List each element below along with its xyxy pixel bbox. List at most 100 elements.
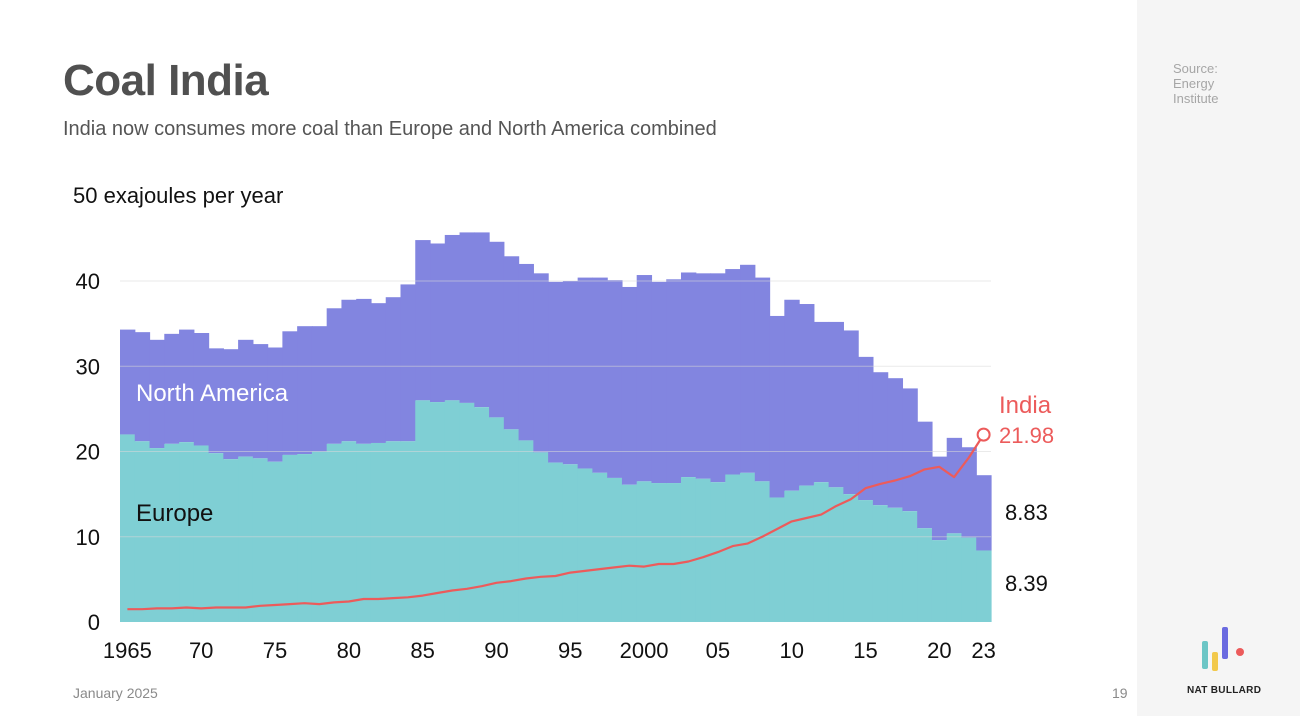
page-subtitle: India now consumes more coal than Europe… (63, 118, 717, 140)
footer-date: January 2025 (73, 685, 158, 701)
north-america-bar (311, 326, 328, 452)
europe-bar (415, 400, 431, 622)
europe-bar (430, 402, 446, 622)
north-america-bar (415, 240, 431, 401)
europe-bar (503, 429, 520, 622)
y-tick-label: 10 (76, 525, 100, 550)
north-america-bar (858, 356, 874, 501)
y-axis-label: 50 exajoules per year (73, 183, 283, 208)
europe-bar (621, 484, 638, 622)
north-america-label: North America (136, 380, 289, 407)
europe-bar (799, 485, 815, 622)
europe-bar (548, 462, 564, 622)
europe-bar (872, 505, 889, 622)
europe-bar (385, 441, 402, 622)
logo-bar-yellow (1212, 652, 1218, 671)
north-america-bar (430, 243, 446, 403)
europe-bar (179, 442, 195, 622)
europe-bar (577, 468, 594, 622)
europe-bar (489, 417, 505, 622)
europe-bar (784, 490, 800, 622)
x-tick-label: 85 (410, 638, 434, 663)
north-america-bar (621, 286, 638, 485)
x-tick-label: 10 (779, 638, 803, 663)
europe-bar (400, 441, 416, 622)
north-america-bar (193, 333, 210, 446)
europe-bar (518, 440, 534, 622)
europe-bar (562, 464, 579, 622)
y-tick-label: 20 (76, 440, 100, 465)
north-america-bar (843, 330, 859, 495)
north-america-bar (518, 263, 534, 441)
north-america-bar (872, 372, 889, 506)
north-america-bar (651, 281, 667, 484)
europe-bar (946, 533, 963, 622)
y-tick-label: 40 (76, 269, 100, 294)
europe-bar (164, 443, 180, 622)
sidebar-panel (1137, 0, 1300, 716)
europe-bar (267, 461, 283, 622)
north-america-bar (680, 272, 697, 478)
north-america-bar (474, 232, 490, 408)
x-tick-label: 75 (263, 638, 287, 663)
europe-bar (961, 537, 977, 622)
north-america-bar (164, 333, 180, 444)
north-america-bar (695, 273, 712, 479)
north-america-bar (946, 437, 963, 534)
europe-bar (370, 442, 387, 622)
north-america-bar (725, 269, 741, 475)
north-america-bar (607, 280, 623, 478)
north-america-bar (385, 297, 402, 442)
europe-bar (828, 487, 844, 622)
europe-bar (917, 528, 933, 622)
north-america-bar (710, 273, 726, 483)
europe-bar (651, 483, 667, 622)
north-america-bar (961, 447, 977, 538)
x-tick-label: 2000 (620, 638, 669, 663)
europe-bar (356, 443, 372, 622)
europe-bar (282, 454, 298, 622)
europe-bar (666, 483, 682, 622)
europe-bar (193, 445, 210, 622)
north-america-bar (134, 332, 151, 442)
north-america-bar (179, 329, 195, 443)
europe-bar (902, 511, 918, 622)
page-title: Coal India (63, 56, 269, 105)
north-america-bar (887, 378, 904, 508)
y-tick-label: 0 (88, 610, 100, 635)
x-tick-label: 80 (337, 638, 361, 663)
coal-consumption-chart: 0 10 20 30 40 50 exajoules per year 1965 70 75 80… (73, 183, 1054, 663)
north-america-bar (149, 339, 165, 449)
north-america-bar (828, 321, 844, 488)
logo-bar-teal (1202, 641, 1208, 669)
north-america-bar (267, 347, 283, 462)
north-america-bar (252, 344, 269, 459)
europe-bar (341, 441, 357, 622)
north-america-bar (577, 277, 594, 469)
europe-bar (120, 434, 136, 622)
x-tick-label: 05 (706, 638, 730, 663)
x-tick-label: 95 (558, 638, 582, 663)
logo-bar-purple (1222, 627, 1228, 659)
north-america-bar (931, 456, 948, 541)
europe-bar (444, 400, 461, 622)
x-tick-label: 90 (484, 638, 508, 663)
europe-bar (769, 497, 785, 622)
nat-bullard-logo-icon (1202, 627, 1244, 671)
north-america-bar (400, 284, 416, 442)
north-america-bar (917, 421, 933, 529)
europe-bar (134, 441, 151, 622)
north-america-bar (592, 277, 608, 473)
europe-bar (843, 494, 859, 622)
north-america-bar (548, 281, 564, 463)
europe-bar (858, 500, 874, 622)
europe-bar (813, 482, 830, 622)
north-america-bar (356, 298, 372, 444)
europe-bar (149, 448, 165, 622)
europe-bar (695, 478, 712, 622)
europe-bar (459, 402, 475, 622)
x-tick-label: 20 (927, 638, 951, 663)
north-america-bar (784, 299, 800, 491)
y-tick-label: 30 (76, 354, 100, 379)
europe-bar (754, 481, 771, 622)
